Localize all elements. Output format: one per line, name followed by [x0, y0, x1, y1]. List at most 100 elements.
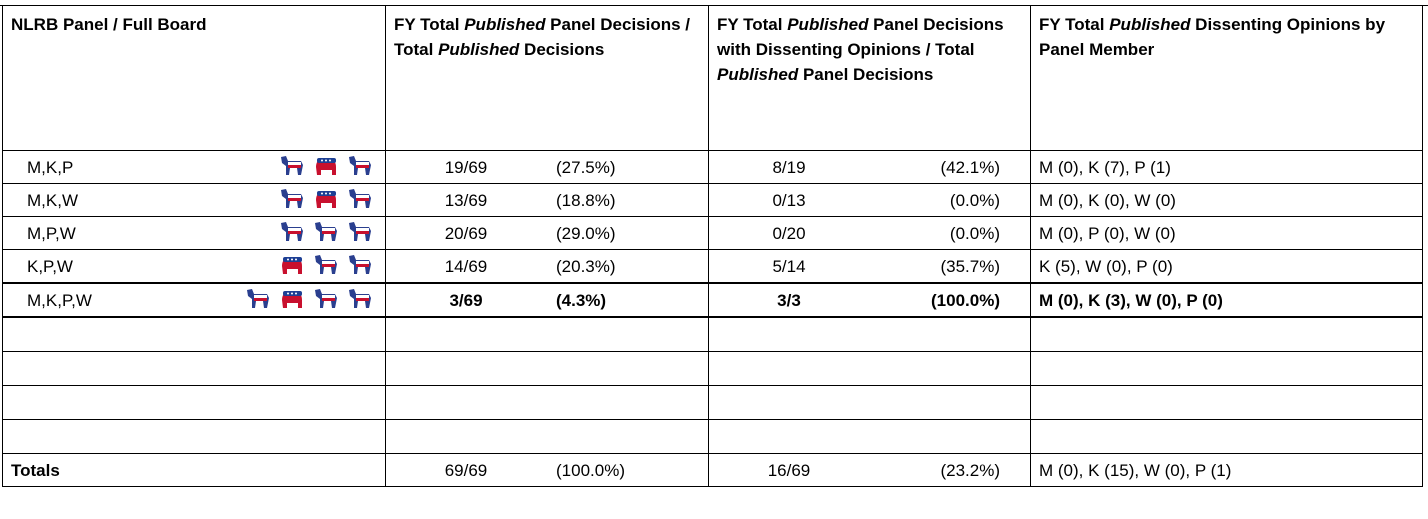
fraction: 0/13: [772, 191, 806, 210]
panel-cell: K,P,W: [2, 249, 386, 284]
decisions-cell: 19/69 (27.5%): [385, 150, 709, 184]
header-text: Published: [1109, 15, 1191, 34]
member-dissents: M (0), K (3), W (0), P (0): [1039, 291, 1223, 310]
empty-cell: [385, 385, 709, 420]
percent: (23.2%): [940, 461, 1000, 480]
donkey-icon: [315, 289, 337, 308]
members-cell: M (0), K (3), W (0), P (0): [1030, 282, 1423, 318]
members-cell: M (0), K (15), W (0), P (1): [1030, 453, 1423, 487]
donkey-icon: [281, 189, 303, 208]
header-text: Decisions: [519, 40, 605, 59]
elephant-icon: [282, 257, 302, 274]
members-cell: M (0), K (0), W (0): [1030, 183, 1423, 217]
empty-cell: [708, 351, 1031, 386]
fraction: 8/19: [772, 158, 806, 177]
donkey-icon: [281, 156, 303, 175]
panel-cell: M,P,W: [2, 216, 386, 250]
fraction: 0/20: [772, 224, 806, 243]
percent: (100.0%): [931, 291, 1000, 310]
member-dissents: K (5), W (0), P (0): [1039, 257, 1173, 276]
header-text: Dissenting Opinions by Panel Member: [1039, 15, 1386, 59]
empty-cell: [1030, 385, 1423, 420]
decisions-cell: 69/69 (100.0%): [385, 453, 709, 487]
percent: (0.0%): [949, 191, 1000, 210]
panel-label: M,K,W: [27, 191, 78, 210]
percent: (42.1%): [940, 158, 1000, 177]
donkey-icon: [281, 222, 303, 241]
dissents-cell: 5/14 (35.7%): [708, 249, 1031, 284]
header-cell: FY Total Published Panel Decisions with …: [708, 5, 1031, 151]
members-cell: M (0), K (7), P (1): [1030, 150, 1423, 184]
panel-label: M,P,W: [27, 224, 76, 243]
party-icons: [237, 288, 373, 315]
member-dissents: M (0), K (0), W (0): [1039, 191, 1176, 210]
fraction: 14/69: [444, 257, 488, 276]
donkey-icon: [349, 222, 371, 241]
percent: (18.8%): [556, 191, 616, 210]
dissents-cell: 3/3 (100.0%): [708, 282, 1031, 318]
header-text: Panel Decisions / Total: [394, 15, 691, 59]
decisions-cell: 3/69 (4.3%): [385, 282, 709, 318]
empty-cell: [708, 419, 1031, 454]
header-text: Panel Decisions with Dissenting Opinions…: [717, 15, 1004, 59]
empty-cell: [708, 385, 1031, 420]
data-row: M,K,W 13/69 (18.8%) 0/13 (0.0%) M (0), K (0),…: [2, 183, 1423, 217]
empty-row: [2, 419, 1423, 454]
panel-label: M,K,P: [27, 158, 74, 177]
fraction: 69/69: [444, 461, 488, 480]
totals-label: Totals: [11, 461, 60, 480]
header-text: FY Total: [394, 15, 465, 34]
data-row: M,K,P 19/69 (27.5%) 8/19 (42.1%) M (0), K (7)…: [2, 150, 1423, 184]
dissents-cell: 8/19 (42.1%): [708, 150, 1031, 184]
member-dissents: M (0), K (15), W (0), P (1): [1039, 461, 1232, 480]
party-icons: [271, 188, 373, 215]
header-text: FY Total: [717, 15, 788, 34]
panel-cell: M,K,W: [2, 183, 386, 217]
decisions-cell: 13/69 (18.8%): [385, 183, 709, 217]
party-icons: [271, 254, 373, 281]
empty-cell: [385, 351, 709, 386]
donkey-icon: [349, 156, 371, 175]
donkey-icon: [247, 289, 269, 308]
empty-cell: [1030, 351, 1423, 386]
empty-cell: [1030, 419, 1423, 454]
empty-cell: [708, 316, 1031, 352]
fraction: 16/69: [767, 461, 811, 480]
member-dissents: M (0), P (0), W (0): [1039, 224, 1176, 243]
fraction: 20/69: [444, 224, 488, 243]
header-cell: FY Total Published Dissenting Opinions b…: [1030, 5, 1423, 151]
member-dissents: M (0), K (7), P (1): [1039, 158, 1171, 177]
elephant-icon: [316, 191, 336, 208]
elephant-icon: [282, 291, 302, 308]
data-row: K,P,W 14/69 (20.3%) 5/14 (35.7%) K (5), W (0)…: [2, 249, 1423, 284]
dissents-cell: 0/13 (0.0%): [708, 183, 1031, 217]
header-text: Published: [787, 15, 869, 34]
data-row: M,P,W 20/69 (29.0%) 0/20 (0.0%) M (0), P (0),…: [2, 216, 1423, 250]
donkey-icon: [349, 289, 371, 308]
header-cell: FY Total Published Panel Decisions / Tot…: [385, 5, 709, 151]
header-text: FY Total: [1039, 15, 1110, 34]
party-icons: [271, 155, 373, 182]
data-row: M,K,P,W 3/69 (4.3%) 3/3 (100.0%) M (0), K (3)…: [2, 282, 1423, 318]
header-text: Published: [717, 65, 799, 84]
header-text: Published: [438, 40, 520, 59]
fraction: 3/69: [449, 291, 483, 310]
empty-cell: [1030, 316, 1423, 352]
members-cell: K (5), W (0), P (0): [1030, 249, 1423, 284]
panel-cell: Totals: [2, 453, 386, 487]
panel-table: NLRB Panel / Full Board FY Total Publishe…: [2, 5, 1423, 487]
panel-label: K,P,W: [27, 257, 73, 276]
decisions-cell: 14/69 (20.3%): [385, 249, 709, 284]
empty-cell: [2, 351, 386, 386]
percent: (29.0%): [556, 224, 616, 243]
donkey-icon: [315, 255, 337, 274]
empty-row: [2, 316, 1423, 352]
elephant-icon: [316, 158, 336, 175]
percent: (4.3%): [556, 291, 607, 310]
header-text: Panel Decisions: [798, 65, 934, 84]
donkey-icon: [315, 222, 337, 241]
party-icons: [271, 221, 373, 248]
header-row: NLRB Panel / Full Board FY Total Publishe…: [2, 5, 1423, 151]
panel-cell: M,K,P,W: [2, 282, 386, 318]
dissents-cell: 0/20 (0.0%): [708, 216, 1031, 250]
